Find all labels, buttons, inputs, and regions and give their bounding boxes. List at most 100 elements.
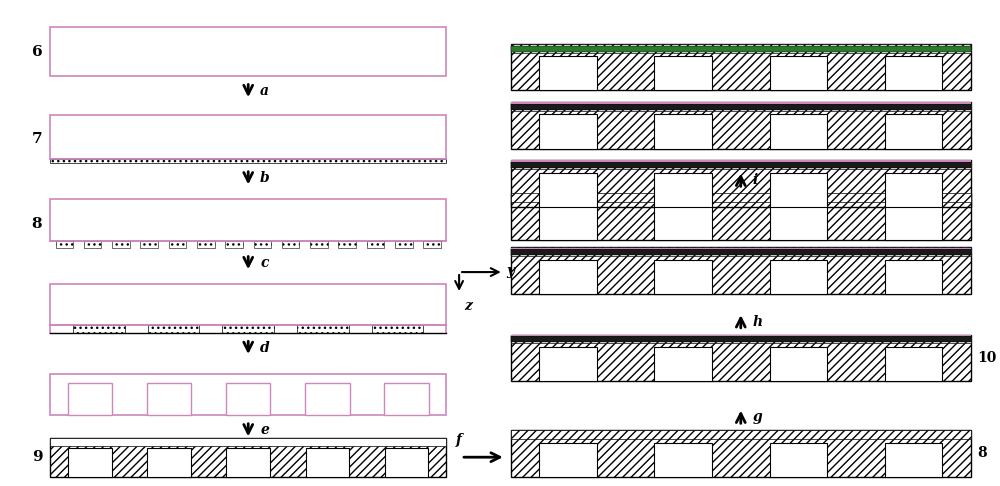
Text: z: z [464, 299, 472, 312]
Bar [539, 173, 597, 207]
Bar [770, 115, 827, 149]
Bar [148, 325, 199, 332]
Bar [225, 241, 243, 248]
Bar [511, 44, 971, 52]
Text: 10: 10 [977, 351, 996, 365]
Bar [511, 162, 971, 168]
Bar [50, 115, 446, 159]
Bar [654, 206, 712, 240]
Bar [306, 448, 349, 477]
Bar [885, 347, 942, 381]
Bar [511, 430, 971, 439]
Bar [539, 115, 597, 149]
Bar [50, 438, 446, 477]
Bar [197, 241, 215, 248]
Bar [885, 115, 942, 149]
Bar [654, 173, 712, 207]
Text: f: f [456, 433, 462, 447]
Bar [254, 241, 271, 248]
Bar [511, 336, 971, 343]
Bar [511, 335, 971, 336]
Bar [511, 430, 971, 477]
Text: i: i [753, 173, 758, 187]
Bar [654, 443, 712, 477]
Bar [147, 448, 191, 477]
Bar [511, 247, 971, 294]
Bar [305, 383, 350, 415]
Bar [50, 284, 446, 325]
Bar [511, 160, 971, 169]
Bar [50, 438, 446, 446]
Bar [511, 334, 971, 381]
Text: a: a [260, 84, 269, 98]
Bar [511, 193, 971, 240]
Bar [885, 56, 942, 90]
Bar [511, 247, 971, 256]
Bar [654, 115, 712, 149]
Bar [511, 160, 971, 207]
Text: h: h [753, 314, 763, 329]
Bar [770, 56, 827, 90]
Bar [73, 325, 125, 332]
Bar [770, 347, 827, 381]
Bar [539, 56, 597, 90]
Text: 6: 6 [32, 45, 42, 59]
Bar [226, 383, 270, 415]
Bar [84, 241, 101, 248]
Text: c: c [260, 256, 269, 270]
Bar [511, 102, 971, 104]
Bar [654, 260, 712, 294]
Bar [50, 27, 446, 76]
Text: b: b [260, 171, 270, 185]
Bar [511, 102, 971, 149]
Bar [511, 160, 971, 162]
Bar [511, 46, 971, 52]
Text: d: d [260, 341, 270, 355]
Bar [50, 374, 446, 415]
Bar [112, 241, 130, 248]
Bar [885, 260, 942, 294]
Bar [885, 173, 942, 207]
Text: y: y [507, 264, 515, 278]
Bar [770, 443, 827, 477]
Bar [226, 448, 270, 477]
Text: 8: 8 [32, 217, 42, 231]
Bar [385, 448, 428, 477]
Bar [68, 383, 112, 415]
Bar [885, 443, 942, 477]
Bar [511, 193, 971, 202]
Bar [147, 383, 191, 415]
Bar [511, 334, 971, 343]
Text: 7: 7 [32, 132, 42, 146]
Bar [654, 347, 712, 381]
Bar [539, 443, 597, 477]
Bar [367, 241, 384, 248]
Bar [511, 247, 971, 249]
Bar [169, 241, 186, 248]
Bar [423, 241, 441, 248]
Bar [770, 260, 827, 294]
Bar [222, 325, 274, 332]
Bar [384, 383, 429, 415]
Bar [511, 104, 971, 110]
Bar [511, 102, 971, 111]
Bar [140, 241, 158, 248]
Bar [50, 199, 446, 241]
Bar [50, 159, 446, 163]
Text: e: e [260, 423, 269, 437]
Bar [511, 44, 971, 90]
Bar [372, 325, 423, 332]
Text: g: g [753, 410, 762, 424]
Bar [68, 448, 112, 477]
Text: 9: 9 [32, 450, 42, 464]
Bar [310, 241, 328, 248]
Text: 8: 8 [977, 446, 987, 460]
Bar [511, 249, 971, 255]
Bar [539, 260, 597, 294]
Bar [770, 206, 827, 240]
Bar [539, 347, 597, 381]
Bar [338, 241, 356, 248]
Bar [539, 206, 597, 240]
Bar [770, 173, 827, 207]
Bar [885, 206, 942, 240]
